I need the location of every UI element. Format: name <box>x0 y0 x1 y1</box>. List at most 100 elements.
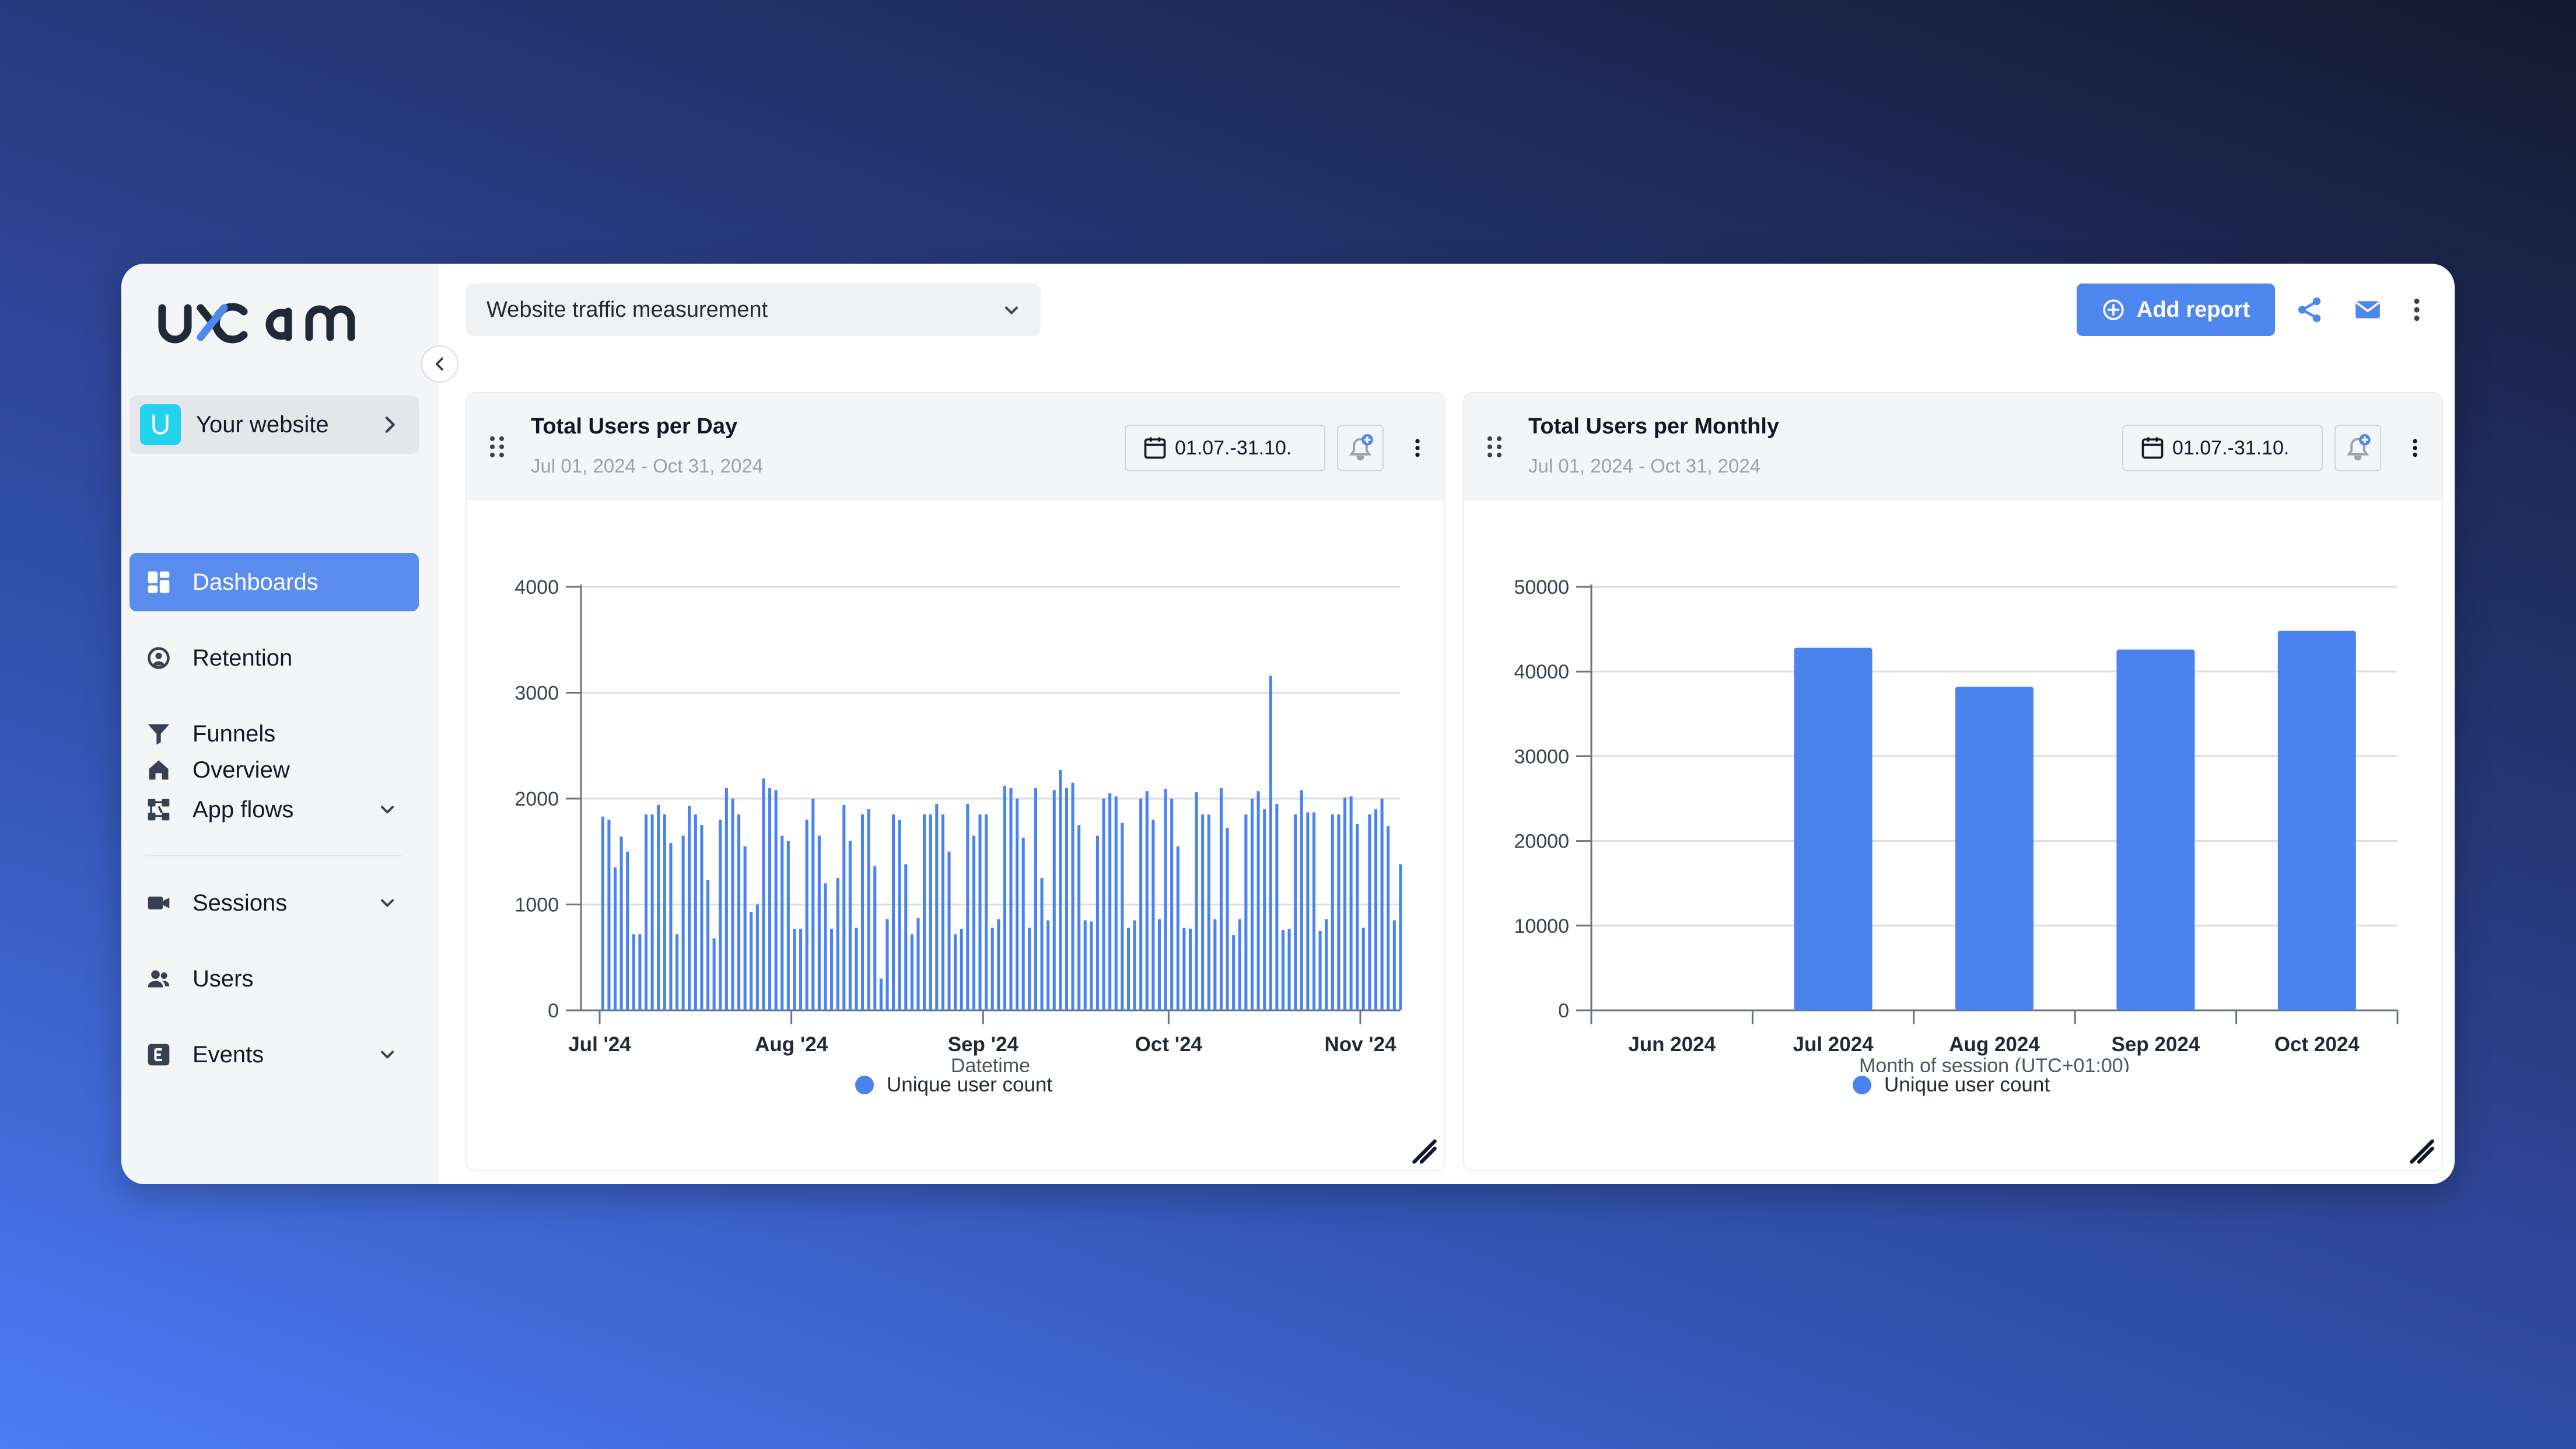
bar <box>1356 824 1359 1010</box>
bar <box>1244 814 1248 1010</box>
dashboard-icon <box>146 569 172 595</box>
bell-plus-icon <box>2347 434 2371 461</box>
bar <box>855 928 858 1010</box>
bar <box>793 929 796 1010</box>
report-card-monthly: Total Users per Monthly Jul 01, 2024 - O… <box>1463 392 2443 1171</box>
bar <box>1287 929 1291 1010</box>
bar <box>669 843 673 1010</box>
bar <box>836 878 839 1010</box>
bar <box>750 912 753 1010</box>
y-tick-label: 0 <box>548 1000 559 1022</box>
bar <box>886 919 889 1010</box>
bar <box>985 814 988 1010</box>
bar <box>1226 828 1229 1010</box>
drag-handle-icon[interactable] <box>1486 435 1503 459</box>
site-selector[interactable]: U Your website <box>130 396 419 454</box>
more-vertical-icon[interactable] <box>2408 295 2426 324</box>
sidebar-item-app-flows[interactable]: App flows <box>130 780 419 839</box>
bar <box>1077 825 1081 1010</box>
bell-plus-icon <box>1349 434 1373 461</box>
sidebar-item-overview[interactable]: Overview <box>130 741 419 799</box>
chevron-right-icon <box>385 416 395 433</box>
bar <box>1121 822 1124 1010</box>
add-report-button[interactable]: Add report <box>2077 284 2275 336</box>
add-report-label: Add report <box>2136 297 2250 322</box>
sidebar-item-sessions[interactable]: Sessions <box>130 874 419 932</box>
bar <box>960 929 963 1010</box>
y-tick-label: 0 <box>1558 1000 1569 1022</box>
mail-icon[interactable] <box>2353 295 2382 324</box>
funnel-icon <box>146 721 172 747</box>
chart-legend[interactable]: Unique user count <box>855 1073 1052 1097</box>
sidebar-item-retention[interactable]: Retention <box>130 629 419 687</box>
app-window: U Your website Overview Dashboards Reten… <box>121 264 2455 1184</box>
bar <box>1040 878 1044 1010</box>
y-tick-label: 1000 <box>514 894 559 916</box>
more-vertical-icon[interactable] <box>1412 434 1423 462</box>
bar <box>731 799 734 1010</box>
app-flows-icon <box>146 797 172 822</box>
bar <box>1269 676 1272 1010</box>
date-range-button[interactable]: 01.07.-31.10. <box>1125 425 1325 471</box>
bar <box>1052 790 1056 1010</box>
uxcam-logo[interactable] <box>156 294 397 348</box>
bar <box>1046 920 1050 1010</box>
sidebar-item-events[interactable]: Events <box>130 1026 419 1084</box>
add-alert-button[interactable] <box>2334 425 2381 471</box>
bar <box>830 929 834 1010</box>
bar <box>947 851 951 1010</box>
sidebar-item-users[interactable]: Users <box>130 950 419 1008</box>
bar <box>1090 921 1093 1010</box>
bar <box>1170 799 1174 1010</box>
bar <box>1114 796 1118 1010</box>
bar <box>1009 788 1013 1010</box>
bar <box>1263 809 1266 1010</box>
y-tick-label: 4000 <box>514 576 559 598</box>
date-range-button[interactable]: 01.07.-31.10. <box>2122 425 2323 471</box>
bar <box>743 846 747 1010</box>
bar <box>724 788 728 1010</box>
sidebar-item-funnels[interactable]: Funnels <box>130 705 419 763</box>
bar <box>935 804 939 1010</box>
date-range-value: 01.07.-31.10. <box>1175 436 1292 459</box>
bar <box>1034 788 1037 1010</box>
site-avatar: U <box>140 404 181 445</box>
bar <box>879 978 883 1010</box>
bar <box>650 814 654 1010</box>
more-vertical-icon[interactable] <box>2409 434 2421 462</box>
sidebar-item-dashboards[interactable]: Dashboards <box>130 553 419 611</box>
date-range-value: 01.07.-31.10. <box>2172 436 2290 459</box>
drag-handle-icon[interactable] <box>489 435 505 459</box>
share-icon[interactable] <box>2295 295 2324 324</box>
bar <box>675 934 679 1010</box>
bar <box>786 841 790 1010</box>
x-tick-label: Sep '24 <box>948 1033 1019 1056</box>
bar <box>1281 930 1285 1010</box>
bar <box>737 814 741 1010</box>
x-tick-label: Oct '24 <box>1135 1033 1203 1056</box>
x-tick-label: Jul 2024 <box>1793 1033 1874 1056</box>
y-tick-label: 50000 <box>1514 576 1569 598</box>
dashboard-select[interactable]: Website traffic measurement <box>466 284 1041 336</box>
calendar-icon <box>2141 437 2164 459</box>
bar <box>842 804 846 1010</box>
resize-handle-icon[interactable] <box>2407 1136 2436 1166</box>
chart-legend[interactable]: Unique user count <box>1853 1073 2050 1097</box>
bar <box>916 918 920 1010</box>
bar <box>966 804 970 1010</box>
chevron-left-icon <box>435 357 443 371</box>
bar <box>1201 814 1205 1010</box>
bar <box>1392 920 1396 1010</box>
add-alert-button[interactable] <box>1337 425 1384 471</box>
x-tick-label: Aug 2024 <box>1949 1033 2040 1056</box>
chevron-down-icon <box>381 1051 394 1059</box>
resize-handle-icon[interactable] <box>1409 1136 1438 1166</box>
bar <box>817 835 821 1010</box>
bar <box>694 814 697 1010</box>
collapse-sidebar-button[interactable] <box>421 345 459 383</box>
bar <box>904 864 908 1010</box>
bar <box>910 934 914 1010</box>
bar <box>811 799 815 1010</box>
bar <box>898 820 901 1010</box>
bar <box>755 904 759 1010</box>
